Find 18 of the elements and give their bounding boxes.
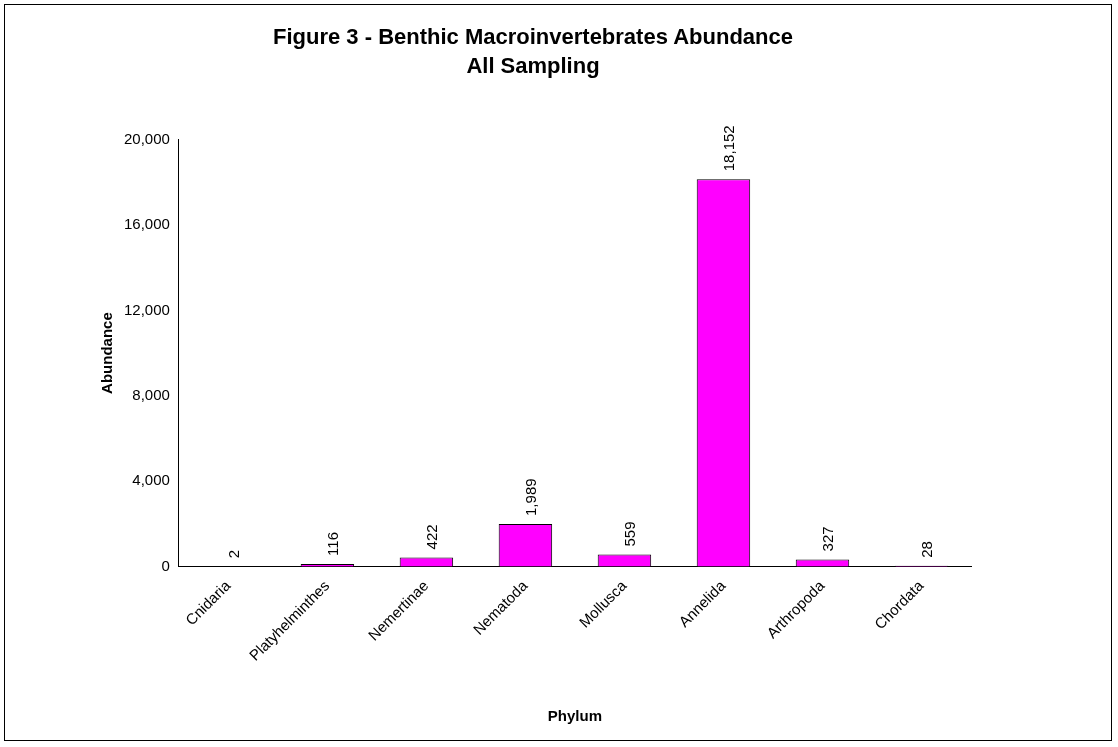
data-label: 559: [620, 521, 638, 547]
y-tick-label: 12,000: [123, 300, 170, 318]
y-tick-label: 20,000: [123, 129, 170, 147]
data-label: 2: [224, 550, 242, 559]
data-label: 422: [422, 524, 440, 550]
y-tick-label: 8,000: [132, 385, 170, 403]
chart-subtitle: All Sampling: [466, 52, 600, 78]
y-axis-title: Abundance: [98, 312, 116, 394]
data-label: 327: [818, 526, 836, 552]
y-tick-label: 0: [161, 556, 170, 574]
y-tick-label: 4,000: [132, 471, 170, 489]
data-label: 18,152: [719, 125, 737, 172]
data-label: 116: [323, 532, 341, 556]
chart-title: Figure 3 - Benthic Macroinvertebrates Abundance: [273, 24, 793, 50]
data-label: 28: [917, 541, 935, 558]
data-label: 1,989: [521, 478, 539, 516]
y-tick-label: 16,000: [123, 215, 170, 233]
x-axis-title: Phylum: [547, 707, 603, 725]
